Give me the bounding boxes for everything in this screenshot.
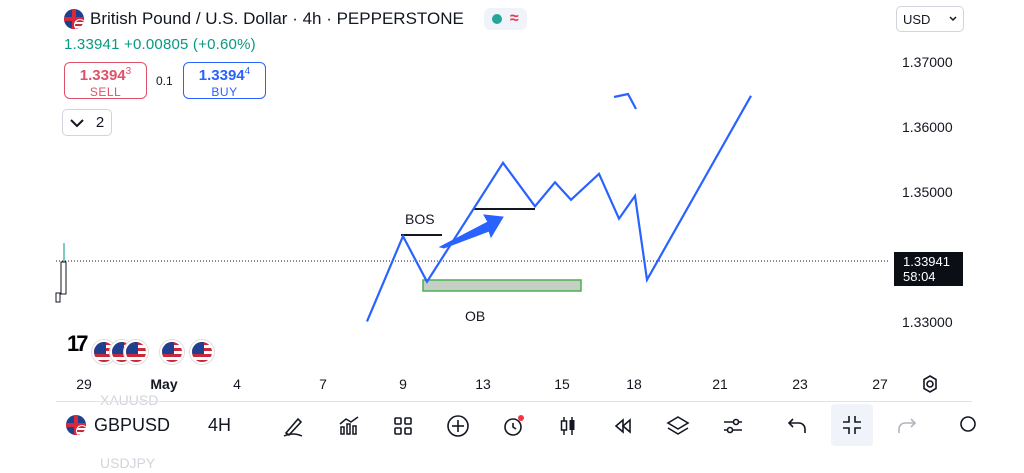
time-tick-label: 21 <box>712 376 728 392</box>
bos-label: BOS <box>405 211 435 227</box>
direction-arrow[interactable] <box>438 214 504 249</box>
price-axis[interactable]: 1.37000 1.36000 1.35000 1.33000 <box>902 54 953 330</box>
chevron-down-icon <box>70 118 84 127</box>
order-block-zone[interactable] <box>422 279 582 292</box>
layers-icon[interactable] <box>662 410 694 442</box>
buy-button[interactable]: 1.33944 BUY <box>183 62 266 99</box>
time-tick-label: 23 <box>792 376 808 392</box>
time-tick-label: 9 <box>399 376 407 392</box>
add-icon[interactable] <box>442 410 474 442</box>
market-open-dot-icon <box>491 14 502 24</box>
price-change: 1.33941 +0.00805 (+0.60%) <box>64 36 256 53</box>
chart-settings-icon[interactable] <box>920 374 940 394</box>
currency-value: USD <box>903 11 931 27</box>
time-tick-label: 29 <box>76 376 92 392</box>
rewind-icon[interactable] <box>607 410 639 442</box>
search-icon[interactable] <box>950 410 982 442</box>
symbol-title: British Pound / U.S. Dollar · 4h · PEPPE… <box>90 9 464 28</box>
spread-value: 0.1 <box>156 74 173 88</box>
chevron-down-icon <box>949 16 957 22</box>
gbpusd-flag-icon <box>64 9 84 29</box>
bar-countdown: 58:04 <box>903 269 936 284</box>
replay-candles-icon[interactable] <box>552 410 584 442</box>
sell-label: SELL <box>89 85 122 99</box>
settings-sliders-icon[interactable] <box>717 410 749 442</box>
time-tick-label: May <box>150 376 177 392</box>
candle-body <box>60 261 67 295</box>
last-price-value: 1.33941 <box>903 254 950 269</box>
us-flag-icon[interactable] <box>160 340 184 364</box>
timeframe-button[interactable]: 4H <box>208 414 232 435</box>
sell-price: 1.33943 <box>79 66 132 84</box>
time-tick-label: 15 <box>554 376 570 392</box>
indicator-count: 2 <box>95 114 105 131</box>
gbpusd-flag-icon <box>66 415 86 435</box>
us-flag-icon[interactable] <box>190 340 214 364</box>
bottom-toolbar: GBPUSD 4H <box>56 401 972 448</box>
symbol-list-ghost: USDJPY <box>100 455 156 471</box>
projection-arrowhead <box>613 92 637 110</box>
sell-button[interactable]: 1.33943 SELL <box>64 62 147 99</box>
draw-pen-icon[interactable] <box>277 410 309 442</box>
indicators-icon[interactable] <box>333 410 365 442</box>
symbol-list-ghost: XAUUSD <box>100 392 159 408</box>
redo-icon[interactable] <box>891 410 923 442</box>
ob-label: OB <box>465 308 485 324</box>
events-flags[interactable] <box>92 340 214 364</box>
time-tick-label: 13 <box>475 376 491 392</box>
tradingview-logo-icon[interactable]: 17 <box>67 331 89 356</box>
fullscreen-exit-icon[interactable] <box>831 404 873 446</box>
us-flag-icon[interactable] <box>124 340 148 364</box>
undo-icon[interactable] <box>781 410 813 442</box>
delayed-wave-icon: ≈ <box>509 10 519 27</box>
time-tick-label: 4 <box>233 376 241 392</box>
time-axis[interactable]: 29 May 4 7 9 13 15 18 21 23 27 <box>76 376 888 392</box>
projection-path[interactable] <box>365 95 752 322</box>
time-tick-label: 7 <box>319 376 327 392</box>
buy-label: BUY <box>211 85 238 99</box>
time-tick-label: 18 <box>626 376 642 392</box>
symbol-button[interactable]: GBPUSD <box>66 415 170 436</box>
last-price-tag: 1.33941 58:04 <box>894 252 963 286</box>
candle-body <box>55 292 61 303</box>
symbol-header[interactable]: British Pound / U.S. Dollar · 4h · PEPPE… <box>64 8 527 30</box>
buy-price: 1.33944 <box>198 66 251 84</box>
price-tick-label: 1.36000 <box>902 119 953 135</box>
alert-icon[interactable] <box>497 410 529 442</box>
price-chart[interactable]: 1.37000 1.36000 1.35000 1.33000 29 May 4 7 9 13 1… <box>0 0 1024 400</box>
price-tick-label: 1.33000 <box>902 314 953 330</box>
indicators-toggle-button[interactable]: 2 <box>62 109 112 136</box>
price-tick-label: 1.35000 <box>902 184 953 200</box>
templates-icon[interactable] <box>387 410 419 442</box>
price-tick-label: 1.37000 <box>902 54 953 70</box>
symbol-name: GBPUSD <box>94 414 171 435</box>
currency-select[interactable]: USD <box>896 6 964 32</box>
time-tick-label: 27 <box>872 376 888 392</box>
market-status-pill[interactable]: ≈ <box>483 8 527 30</box>
